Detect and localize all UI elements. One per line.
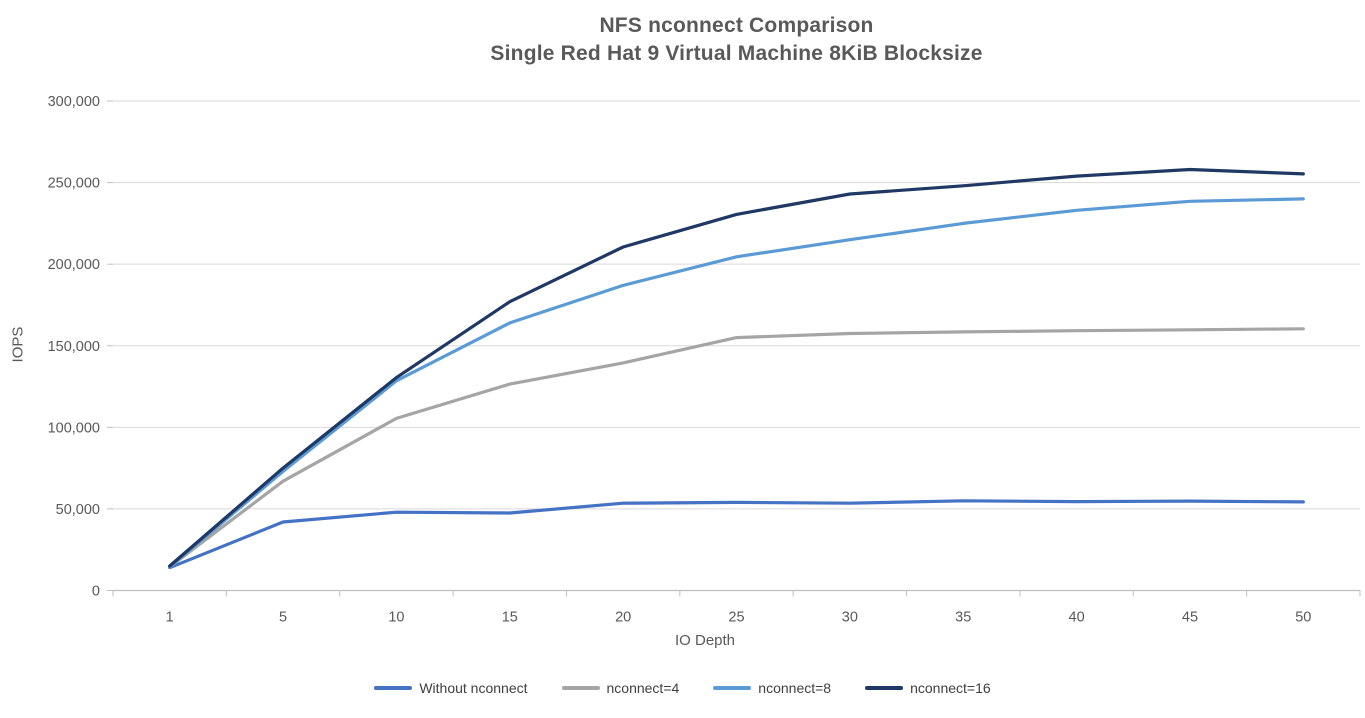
y-tick-label: 300,000 (48, 94, 100, 110)
x-tick-label: 5 (279, 610, 287, 626)
series-line-nconnect-16 (168, 167, 1305, 568)
legend-label: nconnect=16 (910, 680, 991, 696)
legend-swatch (374, 685, 413, 691)
y-tick-label: 100,000 (48, 420, 100, 436)
series-line-nconnect-8 (168, 197, 1305, 569)
legend-item-nconnect-4: nconnect=4 (561, 680, 680, 696)
x-axis-title: IO Depth (674, 632, 736, 649)
legend-swatch (865, 685, 904, 691)
legend-item-without-nconnect: Without nconnect (374, 680, 528, 696)
x-tick-label: 1 (166, 610, 174, 626)
series-line-nconnect-4 (168, 327, 1305, 569)
y-axis-title: IOPS (9, 326, 27, 363)
x-tick-label: 50 (1295, 610, 1311, 626)
x-tick-label: 10 (388, 610, 404, 626)
chart-title-block: NFS nconnect Comparison Single Red Hat 9… (113, 12, 1360, 67)
legend-label: nconnect=4 (606, 680, 680, 696)
legend-item-nconnect-8: nconnect=8 (713, 680, 831, 696)
legend-label: nconnect=8 (758, 680, 832, 696)
legend: Without nconnect nconnect=4 nconnect=8 ncon… (0, 680, 1365, 696)
x-tick-label: 25 (728, 610, 744, 626)
y-tick-label: 0 (92, 584, 100, 600)
y-tick-label: 250,000 (48, 176, 100, 192)
legend-swatch (561, 685, 600, 691)
legend-swatch (713, 685, 752, 691)
x-tick-label: 45 (1182, 610, 1198, 626)
chart-title: NFS nconnect Comparison (599, 14, 874, 37)
series-line-without-nconnect (168, 499, 1305, 570)
x-tick-label: 20 (615, 610, 631, 626)
x-tick-label: 40 (1069, 610, 1085, 626)
y-tick-label: 200,000 (48, 257, 100, 273)
y-tick-label: 150,000 (48, 339, 100, 355)
chart-subtitle: Single Red Hat 9 Virtual Machine 8KiB Bl… (490, 41, 983, 65)
x-tick-label: 35 (955, 610, 971, 626)
legend-item-nconnect-16: nconnect=16 (865, 680, 991, 696)
legend-label: Without nconnect (419, 680, 528, 696)
x-tick-label: 30 (842, 610, 858, 626)
y-tick-label: 50,000 (56, 502, 100, 518)
x-tick-label: 15 (502, 610, 518, 626)
